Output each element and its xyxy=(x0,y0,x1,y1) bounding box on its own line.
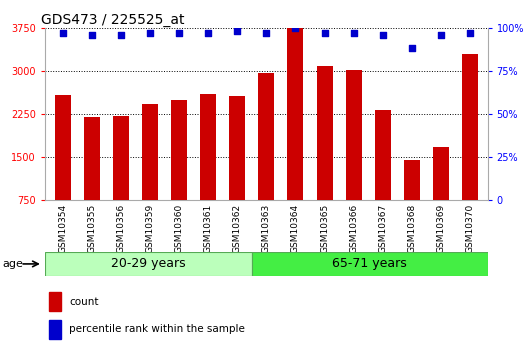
Point xyxy=(117,32,125,37)
Text: percentile rank within the sample: percentile rank within the sample xyxy=(69,325,245,334)
Point xyxy=(408,46,416,51)
Bar xyxy=(55,95,70,200)
Bar xyxy=(346,70,361,200)
Bar xyxy=(49,292,60,311)
Text: GDS473 / 225525_at: GDS473 / 225525_at xyxy=(41,12,184,27)
Bar xyxy=(375,110,391,200)
Text: GSM10360: GSM10360 xyxy=(174,204,183,254)
Bar xyxy=(229,96,245,200)
Bar xyxy=(142,104,158,200)
Bar xyxy=(49,320,60,339)
Text: GSM10354: GSM10354 xyxy=(58,204,67,253)
Text: GSM10367: GSM10367 xyxy=(378,204,387,254)
Text: GSM10370: GSM10370 xyxy=(466,204,475,254)
Bar xyxy=(84,117,100,200)
Point xyxy=(349,30,358,36)
Text: 65-71 years: 65-71 years xyxy=(332,257,407,270)
Point xyxy=(466,30,474,36)
Text: GSM10359: GSM10359 xyxy=(145,204,154,254)
Text: 20-29 years: 20-29 years xyxy=(111,257,186,270)
Text: GSM10369: GSM10369 xyxy=(437,204,446,254)
Bar xyxy=(316,66,332,200)
Bar xyxy=(462,54,478,200)
Bar xyxy=(287,28,304,200)
Point xyxy=(87,32,96,37)
Text: GSM10364: GSM10364 xyxy=(291,204,300,253)
Point xyxy=(175,30,183,36)
Text: GSM10368: GSM10368 xyxy=(408,204,417,254)
Text: GSM10356: GSM10356 xyxy=(116,204,125,254)
Text: count: count xyxy=(69,297,99,306)
Point xyxy=(437,32,445,37)
Point xyxy=(378,32,387,37)
Point xyxy=(262,30,270,36)
Text: GSM10366: GSM10366 xyxy=(349,204,358,254)
Point xyxy=(58,30,67,36)
Bar xyxy=(113,116,129,200)
Bar xyxy=(404,160,420,200)
Bar xyxy=(45,252,252,276)
Text: GSM10362: GSM10362 xyxy=(233,204,242,253)
Point xyxy=(233,28,242,34)
Text: GSM10363: GSM10363 xyxy=(262,204,271,254)
Point xyxy=(320,30,329,36)
Bar xyxy=(433,147,449,200)
Text: GSM10361: GSM10361 xyxy=(204,204,213,254)
Point xyxy=(146,30,154,36)
Text: GSM10355: GSM10355 xyxy=(87,204,96,254)
Text: GSM10365: GSM10365 xyxy=(320,204,329,254)
Bar xyxy=(171,100,187,200)
Bar xyxy=(258,73,275,200)
Point xyxy=(291,25,299,30)
Text: age: age xyxy=(2,259,23,269)
Bar xyxy=(252,252,488,276)
Bar xyxy=(200,94,216,200)
Point xyxy=(204,30,213,36)
